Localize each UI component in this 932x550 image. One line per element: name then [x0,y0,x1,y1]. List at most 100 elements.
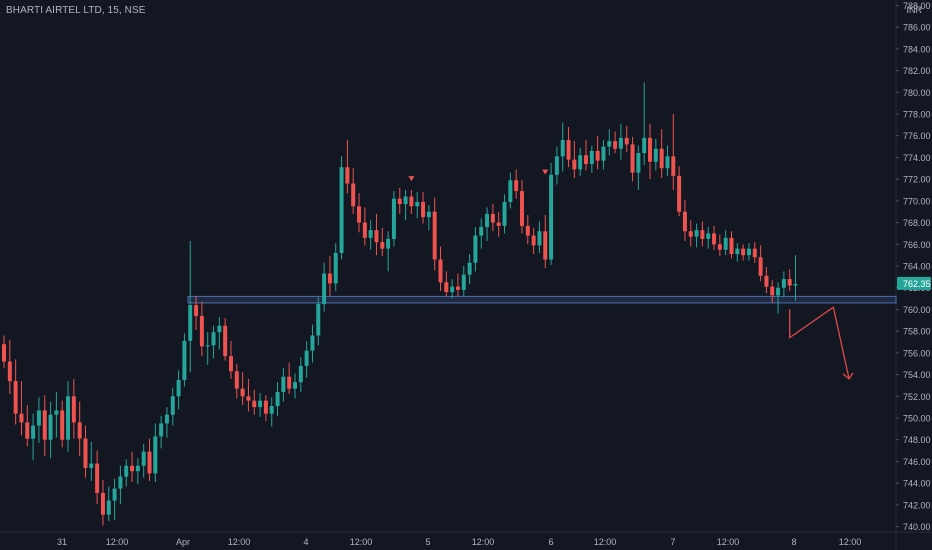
candle-up [293,382,297,389]
candle-down [397,198,402,205]
candle-up [339,167,344,253]
time-tick-label: 31 [57,537,67,547]
candle-up [601,146,606,161]
candle-down [234,371,239,389]
candle-down [240,388,245,397]
candle-down [525,225,530,236]
projection-arrowhead [842,372,854,380]
candle-up [124,465,129,477]
candle-up [188,305,193,341]
candle-up [275,391,280,407]
candle-down [2,344,6,362]
price-tick-label: 784.00 [903,44,931,54]
candle-down [60,410,65,440]
candle-up [485,213,490,227]
candle-down [7,361,12,382]
candle-down [770,286,775,296]
price-axis: 740.00 742.00 744.00 746.00 748.00 750.00 752.… [896,1,931,532]
candle-down [584,155,588,164]
candle-up [665,156,670,169]
candle-up [269,406,274,414]
candle-down [712,233,717,245]
candle-down [71,396,76,423]
candle-down [83,438,88,468]
candle-down [613,141,618,149]
candle-down [130,465,135,472]
candle-down [421,201,426,218]
candle-down [327,273,332,284]
price-tick-label: 770.00 [903,196,931,206]
candle-down [741,248,746,256]
candle-up [636,153,641,173]
time-tick-label: Apr [176,537,190,547]
candle-up [54,410,59,415]
time-tick-label: 12:00 [717,537,740,547]
time-tick-label: 12:00 [106,537,129,547]
candle-down [519,191,524,226]
price-tick-label: 766.00 [903,240,931,250]
candle-down [252,400,257,408]
candle-down [752,248,757,258]
candle-down [351,183,356,207]
candle-up [473,235,478,263]
candle-up [322,273,327,304]
candle-down [787,279,792,286]
time-tick-label: 6 [548,537,553,547]
candle-up [89,463,94,468]
candle-down [630,144,635,173]
candle-down [25,422,30,439]
candle-up [537,231,542,246]
candle-down [688,231,693,237]
time-tick-label: 5 [425,537,430,547]
candle-up [415,201,420,207]
candle-down [729,237,734,255]
candle-down [374,230,379,243]
candles [2,82,798,526]
candle-up [112,488,117,501]
price-tick-label: 776.00 [903,131,931,141]
price-tick-label: 744.00 [903,479,931,489]
price-tick-label: 768.00 [903,218,931,228]
candle-up [642,137,647,154]
candle-up [479,226,484,236]
candle-up [211,332,216,346]
candle-down [438,259,443,283]
price-tick-label: 774.00 [903,153,931,163]
candle-up [298,365,303,383]
time-tick-label: 8 [791,537,796,547]
candle-down [95,463,100,493]
candle-up [258,400,263,408]
candle-up [310,335,315,351]
last-price-tag [897,276,931,290]
price-tick-label: 750.00 [903,414,931,424]
candle-up [450,286,455,293]
candle-down [758,257,763,276]
candle-up [607,141,612,147]
candle-up [281,376,286,392]
candle-up [461,274,466,290]
time-tick-label: 7 [670,537,675,547]
candle-down [595,150,600,161]
candle-down [572,159,577,170]
candle-down [194,305,199,316]
candle-down [228,356,233,372]
currency-label: INR [906,5,923,15]
price-tick-label: 756.00 [903,348,931,358]
candle-down [345,167,350,184]
price-tick-label: 760.00 [903,305,931,315]
sell-signal-marker [408,176,415,182]
candle-down [77,422,82,439]
projection-path [789,306,850,380]
candle-down [263,400,268,414]
candle-up [118,476,123,489]
candle-up [164,414,169,424]
time-tick-label: 12:00 [594,537,617,547]
candle-down [624,137,629,145]
price-tick-label: 758.00 [903,327,931,337]
price-tick-label: 786.00 [903,23,931,33]
price-tick-label: 780.00 [903,88,931,98]
candle-down [409,196,414,207]
candle-down [287,376,292,389]
